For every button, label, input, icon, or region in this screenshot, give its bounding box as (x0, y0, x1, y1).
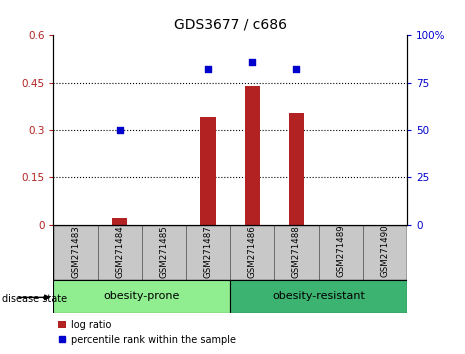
Text: GSM271490: GSM271490 (380, 225, 389, 278)
Point (292, 67, 300, 72)
Bar (289, 113, 304, 225)
Text: GSM271487: GSM271487 (204, 225, 213, 278)
Text: GSM271484: GSM271484 (115, 225, 124, 278)
Bar (230, 280, 407, 313)
Text: obesity-resistant: obesity-resistant (272, 291, 365, 302)
Bar (53, 280, 230, 313)
Bar (319, 225, 363, 280)
Text: GSM271485: GSM271485 (159, 225, 168, 278)
Point (248, 59, 256, 65)
Point (204, 67, 212, 72)
Text: GSM271486: GSM271486 (248, 225, 257, 278)
Text: disease state: disease state (2, 294, 67, 304)
Bar (363, 225, 407, 280)
Text: obesity-prone: obesity-prone (104, 291, 180, 302)
Legend: log ratio, percentile rank within the sample: log ratio, percentile rank within the sa… (58, 320, 236, 345)
Text: GSM271488: GSM271488 (292, 225, 301, 278)
Text: GSM271489: GSM271489 (336, 225, 345, 278)
Bar (200, 118, 216, 225)
Bar (142, 225, 186, 280)
Text: GSM271483: GSM271483 (71, 225, 80, 278)
Bar (186, 225, 230, 280)
Point (116, 127, 123, 133)
Bar (230, 225, 274, 280)
Bar (274, 225, 319, 280)
Bar (98, 225, 142, 280)
Bar (112, 218, 127, 225)
Title: GDS3677 / c686: GDS3677 / c686 (173, 17, 287, 32)
Bar (53, 225, 98, 280)
Bar (245, 86, 260, 225)
